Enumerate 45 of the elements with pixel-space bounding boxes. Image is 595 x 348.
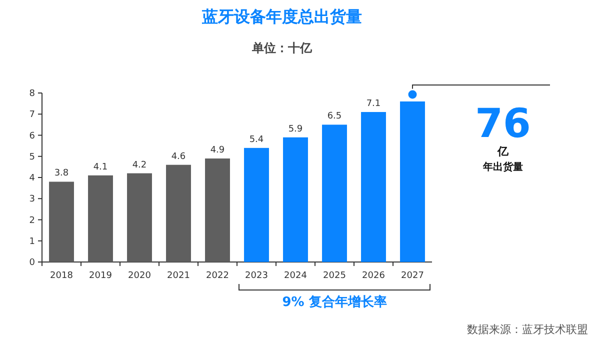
- y-tick-label: 0: [29, 258, 36, 268]
- text: 亿: [496, 145, 510, 158]
- bar: [166, 164, 191, 262]
- bar: [361, 112, 386, 262]
- text: 9% 复合年增长率: [282, 294, 387, 310]
- y-tick-label: 3: [29, 194, 35, 205]
- data-label: 5.4: [249, 134, 264, 145]
- data-label: 3.8: [54, 168, 69, 179]
- x-tick-label: 2018: [50, 271, 74, 281]
- x-tick-label: 2023: [245, 271, 268, 281]
- bar: [88, 175, 113, 262]
- data-label: 6.5: [327, 112, 342, 122]
- data-label: 4.9: [210, 145, 225, 156]
- x-tick-label: 2022: [206, 271, 229, 281]
- annotation: 76: [475, 101, 531, 147]
- data-label: 7.1: [366, 99, 381, 110]
- bar: [322, 124, 347, 262]
- bar: [244, 148, 269, 262]
- data-label: 4.6: [171, 152, 186, 162]
- y-tick-label: 8: [29, 89, 36, 99]
- x-tick-label: 2027: [401, 271, 424, 281]
- y-tick-label: 5: [29, 152, 35, 162]
- bar: [400, 101, 425, 262]
- source-note: 数据来源：蓝牙技术联盟: [467, 323, 588, 336]
- x-tick-label: 2026: [362, 271, 386, 281]
- data-label: 4.1: [93, 162, 108, 172]
- y-tick-label: 6: [29, 131, 36, 142]
- chart-title: 蓝牙设备年度总出货量: [201, 7, 362, 26]
- x-tick-label: 2019: [89, 271, 112, 281]
- text: 年出货量: [482, 161, 523, 173]
- bar: [127, 173, 152, 262]
- x-tick-label: 2024: [284, 271, 308, 281]
- data-label: 5.9: [288, 124, 303, 134]
- x-tick-label: 2021: [167, 271, 190, 281]
- bar: [49, 182, 74, 262]
- x-tick-label: 2025: [323, 271, 346, 281]
- y-tick-label: 1: [29, 236, 35, 247]
- x-tick-label: 2020: [128, 271, 152, 281]
- bar: [205, 158, 230, 262]
- chart-subtitle: 单位：十亿: [251, 41, 313, 55]
- bar: [283, 137, 308, 262]
- data-label: 4.2: [132, 160, 147, 170]
- y-tick-label: 2: [29, 216, 35, 226]
- y-tick-label: 7: [29, 110, 35, 120]
- y-tick-label: 4: [29, 174, 36, 184]
